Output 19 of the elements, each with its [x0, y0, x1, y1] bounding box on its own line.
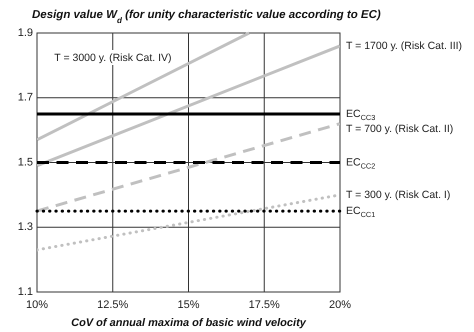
x-tick-label: 20% — [328, 299, 352, 311]
ref-line-label: EC$_{CC2}$ — [346, 156, 376, 171]
series-label: T = 300 y. (Risk Cat. I) — [346, 188, 450, 201]
y-tick-label: 1.9 — [18, 26, 33, 39]
x-axis-title: CoV of annual maxima of basic wind velocity — [71, 317, 307, 329]
series-label: T = 700 y. (Risk Cat. II) — [346, 122, 454, 135]
y-tick-label: 1.1 — [18, 286, 33, 298]
y-tick-label: 1.5 — [18, 156, 33, 168]
x-tick-label: 12.5% — [97, 299, 129, 311]
x-tick-label: 15% — [177, 299, 200, 311]
series-label: T = 3000 y. (Risk Cat. IV) — [54, 52, 172, 64]
x-tick-label: 17.5% — [248, 299, 280, 311]
chart-title: Design value W$_{d}$ (for unity characteristic value according to EC) — [32, 9, 381, 24]
y-tick-label: 1.7 — [18, 92, 33, 104]
y-tick-label: 1.3 — [18, 221, 33, 234]
x-tick-label: 10% — [26, 299, 48, 311]
ref-line-label: EC$_{CC1}$ — [346, 204, 376, 220]
ref-line-label: EC$_{CC3}$ — [346, 108, 376, 122]
series-label: T = 1700 y. (Risk Cat. III) — [346, 40, 462, 52]
